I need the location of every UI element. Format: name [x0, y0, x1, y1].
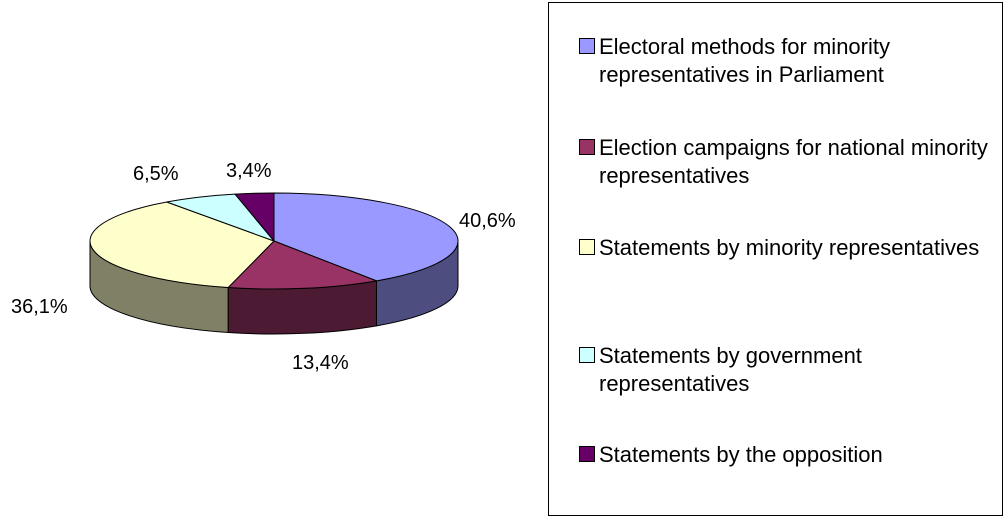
legend-label-election-campaigns: Election campaigns for national minority…	[599, 135, 988, 188]
legend-swatch-opposition-statements	[579, 446, 595, 462]
data-label-minority-statements: 36,1%	[11, 296, 68, 318]
pie-slice-opposition-statements	[234, 192, 275, 242]
data-label-electoral-methods: 40,6%	[459, 210, 516, 232]
legend-item-election-campaigns: Election campaigns for national minority…	[579, 134, 999, 190]
legend-swatch-minority-statements	[579, 239, 595, 255]
pie-slice-minority-statements	[89, 201, 275, 288]
data-label-government-statements: 6,5%	[133, 163, 179, 185]
legend-label-minority-statements: Statements by minority representatives	[599, 235, 980, 260]
legend-label-government-statements: Statements by government representatives	[599, 343, 862, 396]
legend-swatch-electoral-methods	[579, 38, 595, 54]
data-label-opposition-statements: 3,4%	[226, 160, 272, 182]
data-label-election-campaigns: 13,4%	[292, 352, 349, 374]
legend-item-opposition-statements: Statements by the opposition	[579, 441, 999, 469]
pie-chart	[89, 192, 459, 335]
legend-label-electoral-methods: Electoral methods for minority represent…	[599, 34, 890, 87]
legend: Electoral methods for minority represent…	[548, 2, 1003, 516]
pie-slice-electoral-methods	[273, 192, 459, 282]
legend-item-electoral-methods: Electoral methods for minority represent…	[579, 33, 999, 89]
legend-item-minority-statements: Statements by minority representatives	[579, 234, 999, 262]
legend-swatch-election-campaigns	[579, 139, 595, 155]
legend-swatch-government-statements	[579, 347, 595, 363]
legend-item-government-statements: Statements by government representatives	[579, 342, 999, 398]
legend-label-opposition-statements: Statements by the opposition	[599, 442, 883, 467]
pie-chart-area: 40,6% 13,4% 36,1% 6,5% 3,4%	[11, 160, 516, 374]
pie-slice-election-campaigns	[227, 240, 377, 290]
